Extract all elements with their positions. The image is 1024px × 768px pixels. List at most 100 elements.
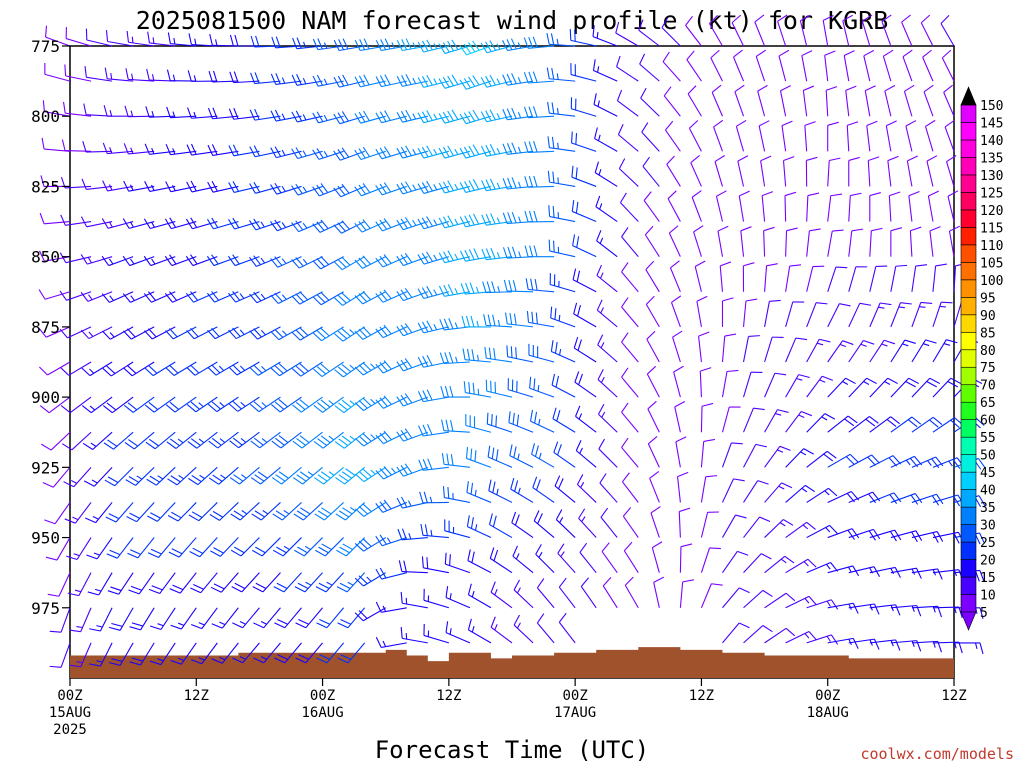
barb-full <box>400 146 408 158</box>
barb-full <box>443 318 450 330</box>
barb-full <box>404 358 413 369</box>
barb-full <box>249 403 260 413</box>
wind-barb <box>187 70 218 82</box>
barb-full <box>524 210 529 223</box>
wind-barb <box>594 127 618 152</box>
barb-half <box>219 438 226 443</box>
wind-barb <box>601 542 618 573</box>
barb-staff <box>490 591 513 609</box>
wind-barb <box>396 463 428 477</box>
barb-full <box>641 122 649 133</box>
barb-staff <box>128 221 155 229</box>
barb-full <box>845 377 856 385</box>
barb-half <box>130 295 135 301</box>
wind-barb <box>438 145 471 159</box>
barb-staff <box>721 478 734 503</box>
wind-barb <box>375 110 407 124</box>
barb-staff <box>663 95 681 117</box>
wind-barb <box>806 228 821 257</box>
barb-half <box>556 38 559 45</box>
colorbar-label: 140 <box>980 134 1003 149</box>
colorbar-label: 5 <box>980 606 988 621</box>
barb-staff <box>621 341 639 363</box>
barb-full <box>341 435 352 444</box>
wind-barb <box>696 295 708 327</box>
barb-full <box>122 218 130 229</box>
barb-half <box>218 365 225 371</box>
barb-full <box>375 76 382 87</box>
wind-barb <box>785 558 817 574</box>
barb-full <box>470 482 474 495</box>
barb-full <box>821 375 834 381</box>
barb-full <box>317 510 329 518</box>
barb-full <box>384 110 391 121</box>
barb-full <box>145 106 150 118</box>
barb-half <box>89 405 96 411</box>
barb-full <box>674 401 686 408</box>
wind-barb <box>848 377 877 398</box>
wind-barb <box>313 431 344 449</box>
barb-staff <box>65 112 92 117</box>
barb-full <box>379 255 388 266</box>
barb-full <box>316 74 324 86</box>
wind-barb <box>337 607 366 629</box>
wind-barb <box>123 396 155 413</box>
barb-half <box>178 474 185 480</box>
barb-full <box>354 39 361 51</box>
wind-barb <box>764 627 796 644</box>
wind-barb <box>806 413 836 433</box>
barb-staff <box>592 36 618 47</box>
barb-full <box>472 109 480 121</box>
wind-barb <box>911 493 944 506</box>
barb-full <box>253 657 264 664</box>
barb-full <box>417 218 425 230</box>
wind-barb <box>145 431 176 450</box>
barb-staff <box>806 413 826 433</box>
barb-full <box>396 466 404 477</box>
barb-staff <box>297 150 323 160</box>
barb-staff <box>806 302 817 328</box>
wind-barb <box>314 466 344 485</box>
barb-staff <box>806 487 829 503</box>
wind-barb <box>335 502 366 521</box>
barb-half <box>496 182 501 189</box>
barb-full <box>975 417 985 426</box>
barb-half <box>800 451 807 456</box>
wind-barb <box>846 121 859 152</box>
barb-full <box>780 85 791 92</box>
wind-barb <box>123 326 155 340</box>
barb-full <box>277 618 288 625</box>
wind-barb <box>848 638 880 650</box>
barb-half <box>239 656 246 660</box>
barb-full <box>229 71 234 83</box>
barb-full <box>341 471 352 479</box>
barb-full <box>443 216 450 227</box>
wind-barb <box>827 602 859 614</box>
wind-barb <box>737 155 749 187</box>
barb-full <box>275 510 286 518</box>
barb-full <box>318 582 330 590</box>
barb-full <box>421 287 429 298</box>
barb-full <box>534 411 538 424</box>
barb-full <box>598 438 605 450</box>
barb-half <box>307 471 314 476</box>
barb-staff <box>56 537 71 561</box>
barb-full <box>299 435 310 444</box>
barb-full <box>354 612 364 622</box>
barb-full <box>312 223 321 233</box>
barb-full <box>691 190 702 198</box>
barb-staff <box>890 455 915 468</box>
barb-staff <box>743 407 754 433</box>
wind-barb <box>547 170 576 187</box>
wind-barb <box>528 343 555 363</box>
barb-full <box>354 113 362 124</box>
barb-full <box>737 155 749 162</box>
wind-barb <box>576 474 597 503</box>
wind-barb <box>445 586 471 609</box>
barb-full <box>460 283 466 295</box>
barb-full <box>450 454 454 466</box>
barb-full <box>206 218 214 230</box>
barb-full <box>781 120 793 127</box>
barb-full <box>597 403 605 415</box>
wind-barb <box>164 217 197 230</box>
